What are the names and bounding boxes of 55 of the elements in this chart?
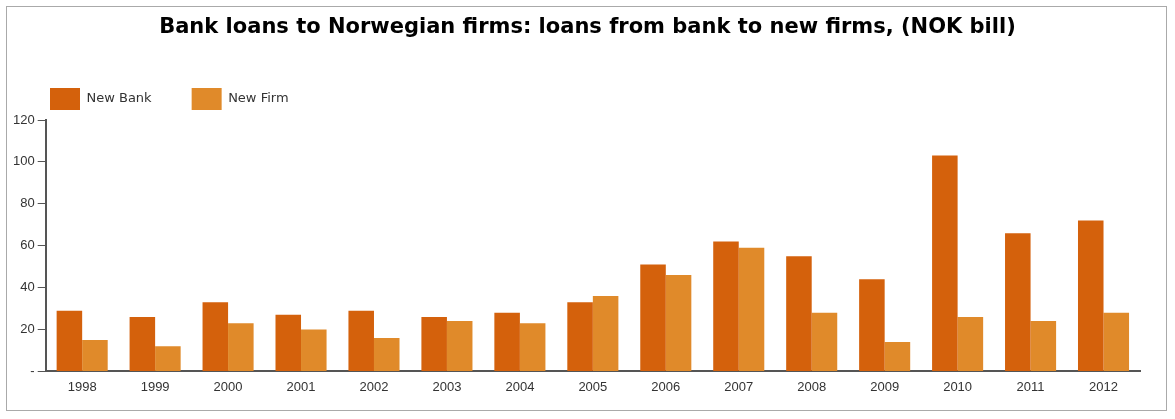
- x-tick-label: 2008: [797, 378, 827, 394]
- x-tick-label: 2002: [359, 378, 389, 394]
- x-tick-label: 2001: [286, 378, 316, 394]
- x-tick-label: 2009: [870, 378, 900, 394]
- bar: [1103, 312, 1130, 371]
- y-tick-label: 20: [20, 321, 35, 337]
- bar: [1077, 220, 1104, 371]
- y-tick-label: 100: [12, 153, 35, 169]
- bar: [932, 155, 958, 371]
- bar: [713, 241, 739, 371]
- y-tick-label: 60: [20, 237, 35, 253]
- bar: [519, 323, 546, 371]
- bar: [786, 256, 812, 371]
- x-tick-label: 2007: [724, 378, 754, 394]
- y-tick-label: 40: [20, 279, 35, 295]
- y-tick-label: 120: [12, 111, 35, 127]
- bar: [957, 316, 984, 371]
- bar: [82, 339, 108, 371]
- x-tick-label: 2010: [943, 378, 973, 394]
- x-tick-label: 2005: [578, 378, 608, 394]
- x-tick-label: 1999: [140, 378, 170, 394]
- bar: [592, 295, 619, 371]
- legend-label: New Firm: [228, 90, 289, 106]
- bar: [301, 329, 327, 371]
- x-tick-label: 2011: [1016, 378, 1045, 394]
- bar: [155, 346, 181, 371]
- x-tick-label: 2004: [505, 378, 535, 394]
- bar: [567, 302, 593, 371]
- bar: [494, 312, 520, 371]
- bar: [1005, 233, 1031, 371]
- x-tick-label: 1998: [67, 378, 97, 394]
- bar: [421, 316, 447, 371]
- y-tick-label: -: [30, 362, 35, 378]
- bar: [275, 314, 302, 371]
- legend-label: New Bank: [86, 90, 153, 106]
- bar: [884, 342, 911, 371]
- chart-title: Bank loans to Norwegian firms: loans from bank to new firms, (NOK bill): [158, 14, 1017, 38]
- bar: [859, 279, 885, 371]
- bar: [373, 337, 400, 371]
- y-tick-label: 80: [20, 195, 35, 211]
- bar: [446, 321, 473, 371]
- bar: [56, 310, 83, 371]
- x-tick-label: 2012: [1089, 378, 1118, 394]
- bar: [811, 312, 838, 371]
- bar: [640, 264, 666, 371]
- bar: [129, 316, 156, 371]
- bar: [228, 323, 254, 371]
- bar: [1030, 321, 1057, 371]
- x-tick-label: 2003: [432, 378, 462, 394]
- bar: [665, 275, 692, 371]
- bar: [202, 302, 229, 371]
- x-tick-label: 2000: [213, 378, 243, 394]
- bar: [348, 310, 374, 371]
- bar: [738, 247, 765, 371]
- x-tick-label: 2006: [651, 378, 681, 394]
